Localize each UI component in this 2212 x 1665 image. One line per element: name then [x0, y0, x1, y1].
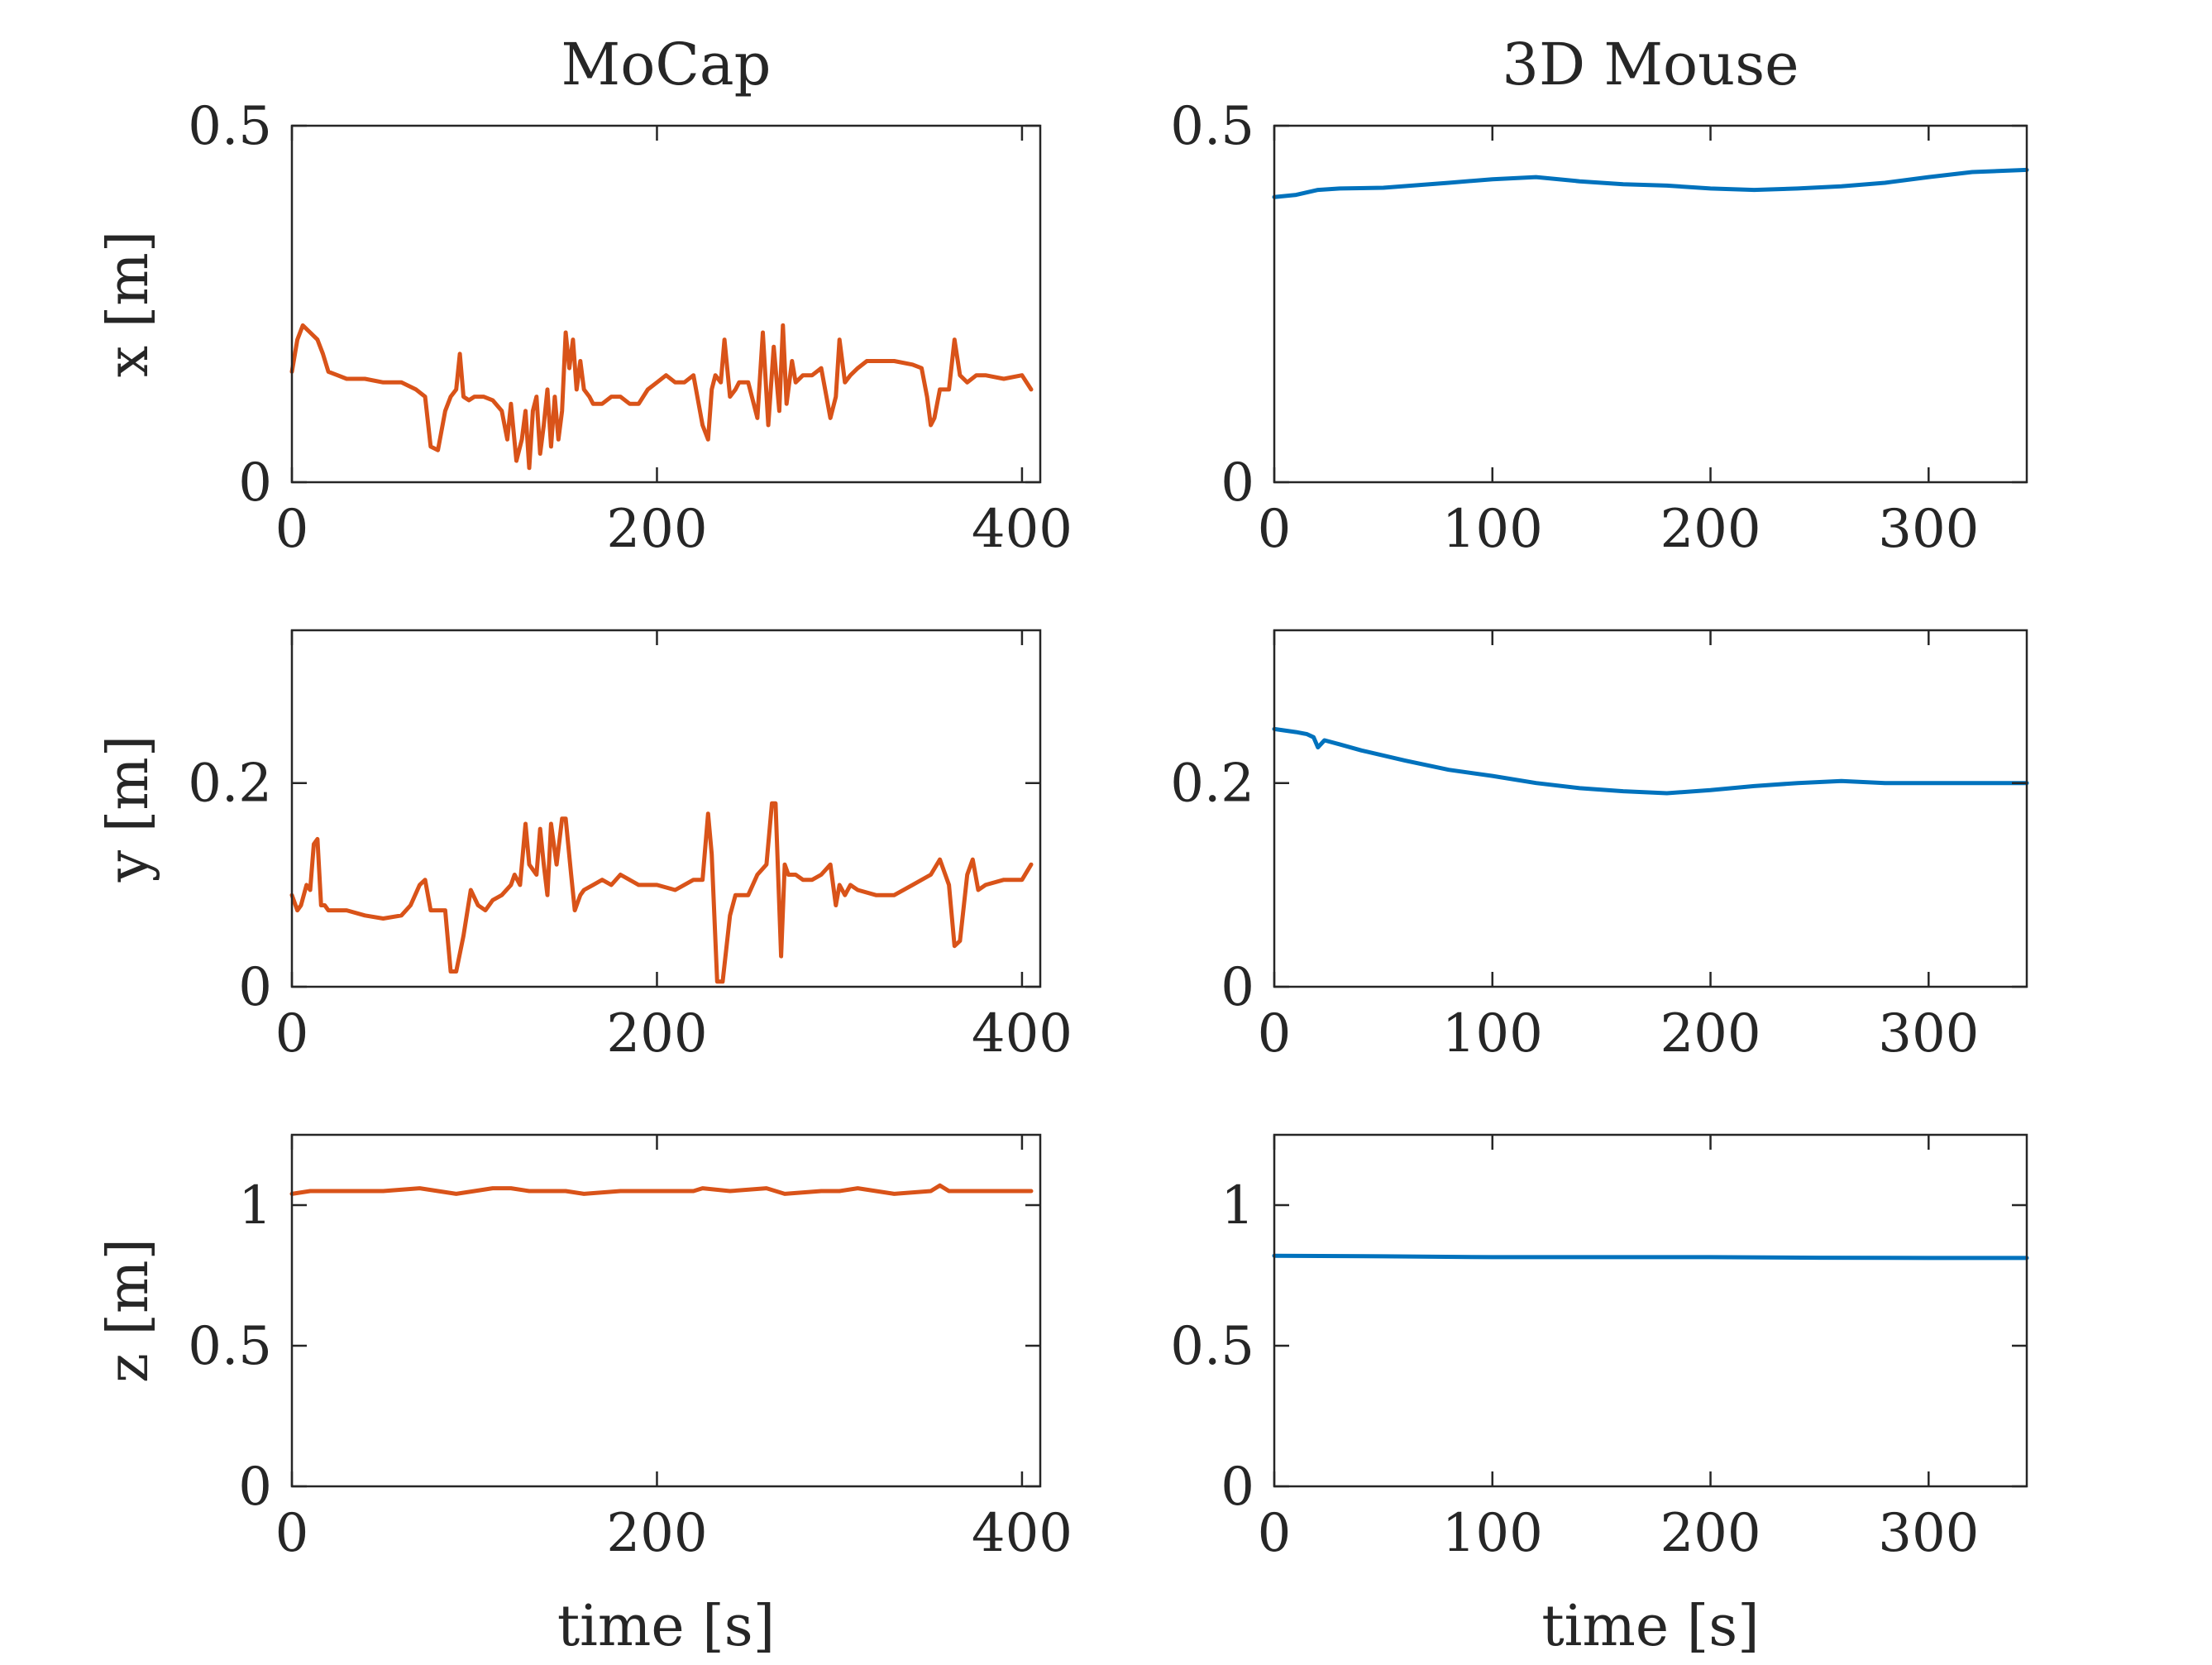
x-axis-label: time [s]	[557, 1594, 775, 1659]
axes-box	[290, 1133, 1042, 1488]
x-tick-label: 400	[972, 499, 1073, 560]
x-tick-label: 0	[1258, 1003, 1292, 1065]
series-line	[1272, 726, 2029, 796]
x-tick-label: 100	[1442, 499, 1543, 560]
x-tick-label: 0	[275, 1003, 309, 1065]
subplot-left-2: 0 200 400 0 0.2 y [m]	[96, 629, 1073, 1065]
y-axis-label: z [m]	[96, 1238, 161, 1383]
x-tick-label: 400	[972, 1503, 1073, 1564]
x-tick-label: 0	[275, 1503, 309, 1564]
x-tick-label: 200	[1660, 1503, 1761, 1564]
y-tick-label: 0	[238, 1457, 272, 1518]
x-tick-label: 0	[275, 499, 309, 560]
y-tick-label: 0.5	[188, 96, 272, 157]
subplot-right-3: 0 100 200 300 0 0.5 1 time [s]	[1170, 1133, 2029, 1659]
y-axis-label: y [m]	[96, 735, 161, 883]
subplot-right-2: 0 100 200 300 0 0.2	[1170, 629, 2029, 1065]
series-line	[1272, 1253, 2029, 1261]
y-tick-label: 1	[1221, 1175, 1254, 1237]
x-tick-label: 300	[1878, 1003, 1979, 1065]
x-tick-label: 200	[606, 499, 707, 560]
x-tick-label: 200	[606, 1503, 707, 1564]
series-line	[289, 801, 1034, 984]
axes-box	[290, 124, 1042, 484]
y-tick-label: 0	[1221, 1457, 1254, 1518]
x-axis-label: time [s]	[1541, 1594, 1759, 1659]
axes-box	[290, 629, 1042, 988]
subplot-title: MoCap	[561, 31, 772, 98]
x-tick-label: 100	[1442, 1503, 1543, 1564]
y-axis-label: x [m]	[96, 231, 161, 378]
y-tick-label: 0	[238, 452, 272, 514]
y-tick-label: 0	[238, 957, 272, 1018]
series-line	[1272, 167, 2029, 199]
x-tick-label: 200	[1660, 499, 1761, 560]
subplot-title: 3D Mouse	[1502, 31, 1799, 98]
y-tick-label: 0.2	[1170, 754, 1254, 815]
x-tick-label: 400	[972, 1003, 1073, 1065]
axes-box	[1273, 124, 2028, 484]
y-tick-label: 0.5	[1170, 96, 1254, 157]
subplot-right-1: 0 100 200 300 0 0.5 3D Mouse	[1170, 31, 2029, 560]
x-tick-label: 300	[1878, 1503, 1979, 1564]
y-tick-label: 0	[1221, 957, 1254, 1018]
x-tick-label: 300	[1878, 499, 1979, 560]
y-tick-label: 0.2	[188, 754, 272, 815]
x-tick-label: 200	[606, 1003, 707, 1065]
x-tick-label: 200	[1660, 1003, 1761, 1065]
x-tick-label: 100	[1442, 1003, 1543, 1065]
series-line	[289, 323, 1034, 471]
x-tick-label: 0	[1258, 1503, 1292, 1564]
axes-box	[1273, 1133, 2028, 1488]
y-tick-label: 0.5	[1170, 1316, 1254, 1377]
subplot-left-1: 0 200 400 0 0.5 MoCap x [m]	[96, 31, 1073, 560]
x-tick-label: 0	[1258, 499, 1292, 560]
axes-box	[1273, 629, 2028, 988]
y-tick-label: 0	[1221, 452, 1254, 514]
y-tick-label: 0.5	[188, 1316, 272, 1377]
subplot-left-3: 0 200 400 0 0.5 1 z [m] time [s]	[96, 1133, 1073, 1659]
y-tick-label: 1	[238, 1175, 272, 1237]
series-line	[289, 1183, 1034, 1196]
